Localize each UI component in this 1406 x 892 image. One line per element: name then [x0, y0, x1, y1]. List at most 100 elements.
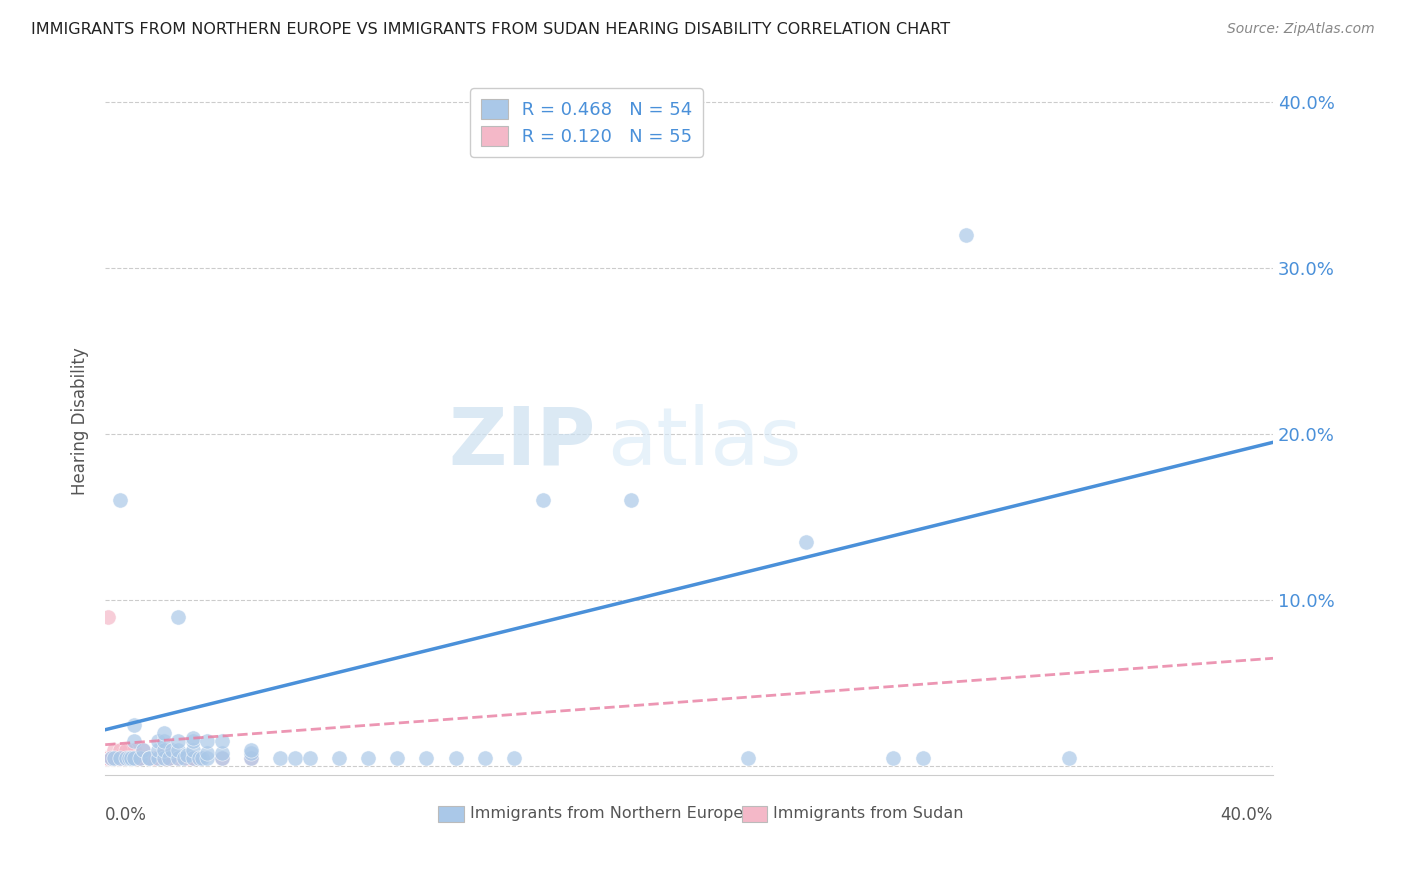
Point — [124, 742, 146, 756]
Point — [181, 734, 204, 748]
Point — [385, 751, 408, 765]
Point — [129, 751, 152, 765]
Point — [240, 751, 263, 765]
Point — [124, 751, 146, 765]
Point — [357, 751, 380, 765]
Point — [167, 742, 190, 756]
Point — [114, 742, 136, 756]
Point — [111, 746, 134, 760]
Point — [211, 746, 233, 760]
Point — [121, 751, 143, 765]
Point — [138, 751, 160, 765]
Point — [211, 751, 233, 765]
Point — [124, 751, 146, 765]
Point — [103, 751, 125, 765]
Point — [620, 493, 643, 508]
Point — [114, 751, 136, 765]
Point — [197, 746, 219, 760]
Point — [127, 751, 149, 765]
Point — [97, 751, 120, 765]
Point — [124, 717, 146, 731]
Point — [1057, 751, 1080, 765]
Point — [152, 726, 174, 740]
Point — [108, 751, 131, 765]
Point — [146, 742, 169, 756]
Point — [152, 734, 174, 748]
Point — [240, 742, 263, 756]
Point — [176, 747, 198, 762]
Point — [474, 751, 496, 765]
Point — [138, 751, 160, 765]
Point — [146, 751, 169, 765]
Point — [129, 751, 152, 765]
Point — [97, 609, 120, 624]
Point — [108, 751, 131, 765]
Point — [284, 751, 307, 765]
Point — [159, 751, 181, 765]
Legend:  R = 0.468   N = 54,  R = 0.120   N = 55: R = 0.468 N = 54, R = 0.120 N = 55 — [471, 88, 703, 157]
Point — [240, 746, 263, 760]
Point — [159, 751, 181, 765]
Point — [211, 751, 233, 765]
Point — [503, 751, 526, 765]
Point — [882, 751, 904, 765]
Point — [108, 493, 131, 508]
Point — [415, 751, 437, 765]
Y-axis label: Hearing Disability: Hearing Disability — [72, 348, 89, 495]
Point — [105, 751, 128, 765]
Point — [103, 751, 125, 765]
Point — [444, 751, 467, 765]
Point — [105, 751, 128, 765]
Point — [152, 742, 174, 756]
Point — [152, 742, 174, 756]
Point — [269, 751, 291, 765]
Point — [197, 751, 219, 765]
Point — [114, 751, 136, 765]
Point — [794, 535, 817, 549]
Point — [138, 751, 160, 765]
Point — [162, 742, 184, 756]
Point — [132, 742, 155, 756]
Point — [117, 751, 139, 765]
Point — [167, 751, 190, 765]
Text: ZIP: ZIP — [449, 404, 596, 482]
Point — [181, 731, 204, 745]
Point — [97, 751, 120, 765]
Point — [108, 742, 131, 756]
Text: 40.0%: 40.0% — [1220, 806, 1272, 824]
Point — [141, 751, 163, 765]
Text: 0.0%: 0.0% — [105, 806, 148, 824]
Point — [100, 751, 122, 765]
Point — [117, 751, 139, 765]
Point — [108, 751, 131, 765]
Point — [94, 751, 117, 765]
Point — [117, 742, 139, 756]
Point — [181, 751, 204, 765]
Text: atlas: atlas — [607, 404, 801, 482]
Point — [167, 734, 190, 748]
Point — [197, 734, 219, 748]
Point — [100, 751, 122, 765]
Point — [124, 751, 146, 765]
Point — [103, 742, 125, 756]
Text: IMMIGRANTS FROM NORTHERN EUROPE VS IMMIGRANTS FROM SUDAN HEARING DISABILITY CORR: IMMIGRANTS FROM NORTHERN EUROPE VS IMMIG… — [31, 22, 950, 37]
Point — [328, 751, 350, 765]
Point — [737, 751, 759, 765]
Point — [187, 751, 209, 765]
Bar — [742, 806, 768, 822]
Point — [124, 734, 146, 748]
Point — [108, 751, 131, 765]
Point — [159, 751, 181, 765]
Point — [190, 751, 212, 765]
Point — [298, 751, 321, 765]
Point — [152, 751, 174, 765]
Point — [111, 751, 134, 765]
Point — [240, 751, 263, 765]
Point — [531, 493, 554, 508]
Point — [187, 751, 209, 765]
Point — [100, 751, 122, 765]
Point — [167, 751, 190, 765]
Point — [100, 751, 122, 765]
Point — [176, 751, 198, 765]
Point — [911, 751, 934, 765]
